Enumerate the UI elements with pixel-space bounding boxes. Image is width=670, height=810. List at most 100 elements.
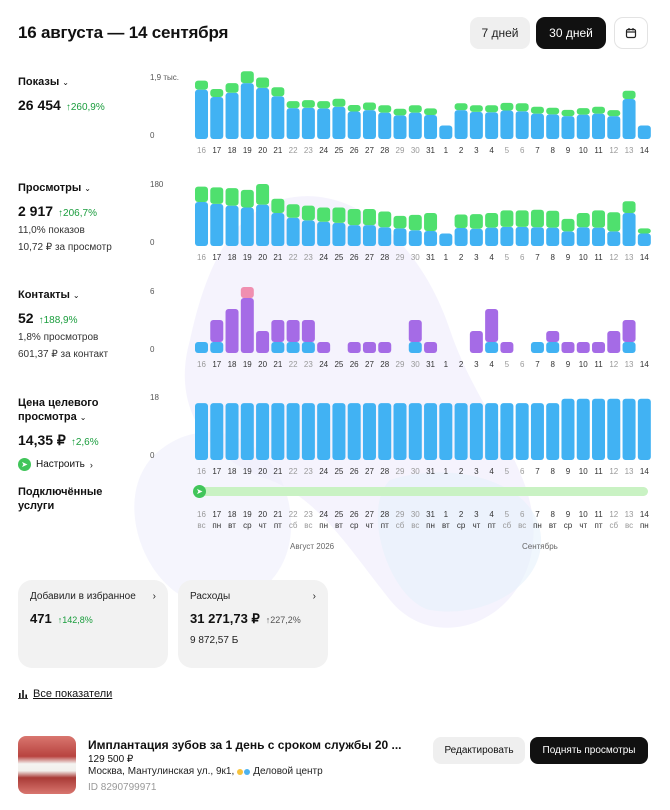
chart-bar	[607, 110, 621, 117]
chart-bar	[515, 403, 529, 460]
listing-price: 129 500 ₽	[88, 754, 134, 765]
chart-bar	[561, 342, 575, 353]
listing-row: Имплантация зубов за 1 день с сроком слу…	[18, 736, 652, 800]
services-label-line1: Подключённые	[18, 486, 103, 498]
all-metrics-link[interactable]: Все показатели	[18, 688, 112, 700]
tick-label: 4	[489, 146, 494, 155]
chart-bar	[378, 227, 392, 246]
chart-bar	[317, 403, 331, 460]
chart-bar	[225, 403, 239, 460]
chart-bar	[256, 87, 270, 139]
chevron-down-icon: ⌄	[79, 413, 87, 422]
chart-bar	[332, 106, 346, 139]
tick-label: 14	[640, 360, 649, 369]
chart-bar	[393, 228, 407, 246]
tick-label: 5	[505, 253, 510, 262]
period-7-days-button[interactable]: 7 дней	[470, 17, 530, 49]
raise-views-button[interactable]: Поднять просмотры	[530, 737, 648, 764]
listing-address-text: Москва, Мантулинская ул., 9к1,	[88, 766, 235, 777]
chart-bar	[408, 112, 422, 139]
chart-bar	[515, 103, 529, 112]
chart-bar	[347, 403, 361, 460]
chart-bar	[622, 201, 636, 213]
chart-bar	[225, 83, 239, 93]
chart-bar	[240, 287, 254, 298]
period-30-days-button[interactable]: 30 дней	[536, 17, 606, 49]
calendar-button[interactable]	[614, 17, 648, 49]
chart-bar	[378, 342, 392, 353]
chart-bar	[301, 100, 315, 108]
chart-bar	[347, 208, 361, 226]
date-tick: 28	[380, 510, 389, 519]
date-tick: 29	[396, 510, 405, 519]
tick-label: 29	[396, 253, 405, 262]
expenses-card[interactable]: Расходы › 31 271,73 ₽ ↑227,2% 9 872,57 Б	[178, 580, 328, 668]
favorites-title: Добавили в избранное	[30, 591, 136, 602]
chart-bar	[607, 231, 621, 246]
metric-price-value: 14,35 ₽	[18, 432, 66, 448]
chart-bar	[622, 99, 636, 139]
weekday-tick: ср	[564, 521, 573, 530]
edit-button[interactable]: Редактировать	[433, 737, 525, 764]
chart-bar	[271, 320, 285, 342]
listing-title[interactable]: Имплантация зубов за 1 день с сроком слу…	[88, 738, 402, 752]
chart-bar	[637, 125, 651, 139]
tick-label: 2	[459, 360, 464, 369]
metric-contacts-delta: ↑188,9%	[38, 315, 78, 326]
weekday-tick: вс	[518, 521, 526, 530]
date-tick: 25	[334, 510, 343, 519]
chart-bar	[637, 228, 651, 234]
date-tick: 26	[350, 510, 359, 519]
chart-bar	[424, 403, 438, 460]
setup-link[interactable]: ➤ Настроить ›	[18, 458, 148, 471]
chart-bar	[195, 202, 208, 246]
weekday-tick: пт	[488, 521, 496, 530]
metric-watches-value: 2 917	[18, 203, 54, 219]
views-chart: 16 17 18 19 20 21 22 23 24 25 26 27 28 29 30 31 1 2 3 4 5 6 7 8…	[195, 71, 651, 155]
tick-label: 28	[380, 360, 389, 369]
chart-bar	[301, 205, 315, 221]
metric-price-dropdown[interactable]: Цена целевого просмотра ⌄	[18, 396, 148, 425]
tick-label: 18	[228, 146, 237, 155]
chart-bar	[546, 107, 560, 115]
chart-bar	[301, 220, 315, 246]
chart-bar	[576, 114, 590, 139]
chart-bar	[408, 230, 422, 246]
metric-price-label-line2: просмотра	[18, 411, 77, 423]
chart-bar	[546, 227, 560, 246]
weekday-tick: вс	[197, 521, 205, 530]
chart-bar	[393, 403, 407, 460]
tick-label: 2	[459, 253, 464, 262]
tick-label: 24	[319, 146, 328, 155]
weekday-tick: сб	[503, 521, 512, 530]
chart-bar	[576, 227, 590, 246]
metric-watches-dropdown[interactable]: Просмотры ⌄	[18, 182, 148, 194]
weekday-tick: ср	[243, 521, 252, 530]
listing-thumbnail[interactable]	[18, 736, 76, 794]
date-tick: 21	[273, 510, 282, 519]
chart-bar	[286, 342, 300, 353]
favorites-card[interactable]: Добавили в избранное › 471 ↑142,8%	[18, 580, 168, 668]
chart-bar	[195, 80, 208, 90]
weekday-tick: чт	[579, 521, 587, 530]
chart-bar	[301, 320, 315, 342]
chart-bar	[576, 398, 590, 460]
tick-label: 8	[550, 360, 555, 369]
chart-bar	[347, 225, 361, 246]
metric-contacts-share: 1,8% просмотров	[18, 332, 99, 343]
chart-bar	[576, 213, 590, 228]
chart-bar	[530, 227, 544, 246]
metric-contacts-dropdown[interactable]: Контакты ⌄	[18, 289, 148, 301]
tick-label: 12	[609, 467, 618, 476]
chart-bar	[240, 71, 254, 84]
chart-bar	[286, 217, 300, 246]
date-tick: 14	[640, 510, 649, 519]
chart-bar	[301, 403, 315, 460]
tick-label: 23	[304, 253, 313, 262]
tick-label: 5	[505, 467, 510, 476]
date-tick: 23	[304, 510, 313, 519]
chart-bar	[378, 105, 392, 113]
axis-min-label: 0	[150, 238, 155, 247]
tick-label: 17	[212, 146, 221, 155]
metric-views-dropdown[interactable]: Показы ⌄	[18, 76, 148, 88]
